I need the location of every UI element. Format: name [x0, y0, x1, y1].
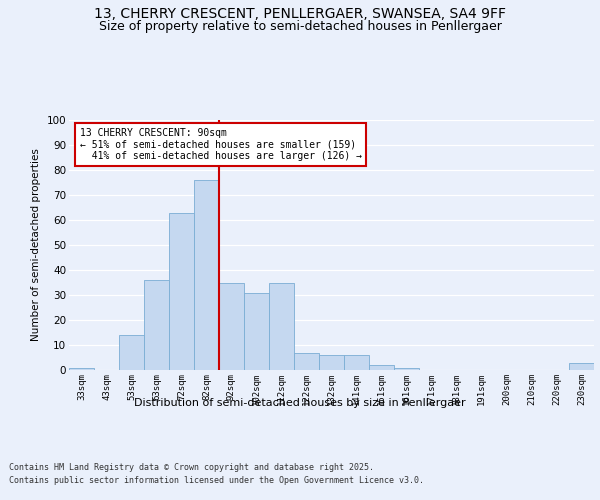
Y-axis label: Number of semi-detached properties: Number of semi-detached properties — [31, 148, 41, 342]
Text: Size of property relative to semi-detached houses in Penllergaer: Size of property relative to semi-detach… — [98, 20, 502, 33]
Bar — [69, 368, 94, 370]
Bar — [169, 212, 194, 370]
Text: Distribution of semi-detached houses by size in Penllergaer: Distribution of semi-detached houses by … — [134, 398, 466, 407]
Bar — [194, 180, 219, 370]
Text: Contains HM Land Registry data © Crown copyright and database right 2025.: Contains HM Land Registry data © Crown c… — [9, 462, 374, 471]
Text: 13 CHERRY CRESCENT: 90sqm
← 51% of semi-detached houses are smaller (159)
  41% : 13 CHERRY CRESCENT: 90sqm ← 51% of semi-… — [79, 128, 361, 160]
Bar — [294, 352, 319, 370]
Bar — [569, 362, 594, 370]
Text: 13, CHERRY CRESCENT, PENLLERGAER, SWANSEA, SA4 9FF: 13, CHERRY CRESCENT, PENLLERGAER, SWANSE… — [94, 8, 506, 22]
Bar — [244, 292, 269, 370]
Bar — [369, 365, 394, 370]
Bar — [119, 335, 144, 370]
Bar — [344, 355, 369, 370]
Bar — [144, 280, 169, 370]
Text: Contains public sector information licensed under the Open Government Licence v3: Contains public sector information licen… — [9, 476, 424, 485]
Bar — [219, 282, 244, 370]
Bar — [269, 282, 294, 370]
Bar — [394, 368, 419, 370]
Bar — [319, 355, 344, 370]
